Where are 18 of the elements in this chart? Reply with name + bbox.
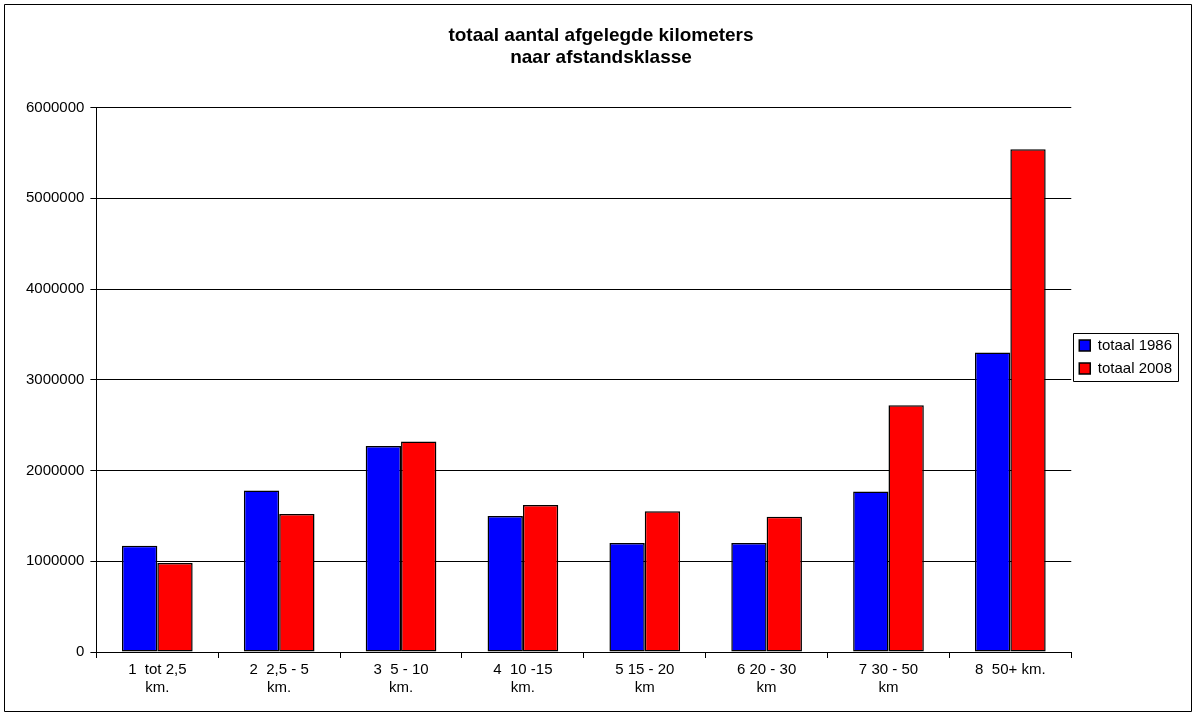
x-tick-label: 4 10 -15 km. (493, 660, 553, 696)
y-tick-label: 4000000 (25, 279, 85, 297)
x-tick-label: 1 tot 2,5 km. (128, 660, 187, 696)
x-tick-label: 8 50+ km. (975, 660, 1046, 678)
y-tick-label: 0 (76, 642, 85, 660)
x-tick-label: 7 30 - 50 km (858, 660, 919, 696)
legend-label: totaal 1986 (1097, 335, 1172, 353)
x-tick-label: 3 5 - 10 km. (373, 660, 429, 696)
x-tick-label: 5 15 - 20 km (615, 660, 675, 696)
y-tick-label: 1000000 (25, 551, 85, 569)
x-tick-label: 2 2,5 - 5 km. (249, 660, 309, 696)
legend-label: totaal 2008 (1097, 358, 1172, 376)
y-tick-label: 2000000 (25, 460, 85, 478)
y-tick-label: 3000000 (25, 369, 85, 387)
chart-title: totaal aantal afgelegde kilometers naar afstandsklasse (448, 23, 754, 68)
x-tick-label: 6 20 - 30 km (737, 660, 797, 696)
y-tick-label: 6000000 (25, 97, 85, 115)
y-tick-label: 5000000 (25, 188, 85, 206)
